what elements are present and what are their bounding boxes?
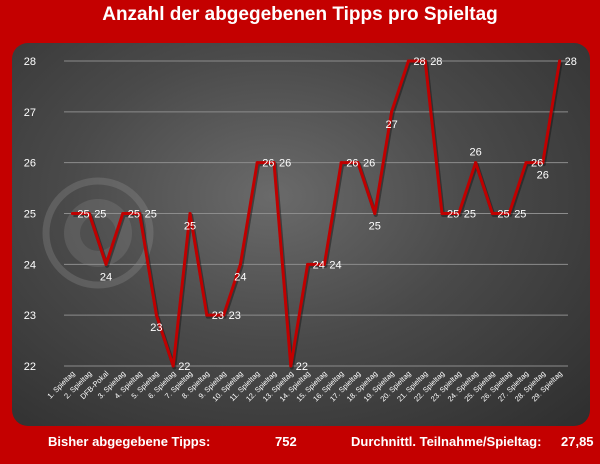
data-point	[87, 212, 91, 215]
data-point	[339, 161, 343, 165]
data-point	[423, 59, 427, 63]
y-tick-label: 26	[24, 158, 36, 170]
data-point	[440, 212, 444, 215]
data-point	[121, 212, 125, 215]
y-tick-label: 28	[24, 56, 36, 68]
data-point	[390, 110, 394, 114]
data-label: 26	[262, 158, 274, 170]
data-label: 22	[296, 361, 308, 373]
data-label: 25	[369, 221, 381, 233]
data-point	[171, 364, 175, 368]
data-label: 25	[184, 221, 196, 233]
data-label: 24	[100, 271, 112, 283]
data-point	[272, 161, 276, 165]
y-tick-label: 23	[24, 310, 36, 322]
data-point	[188, 212, 192, 215]
data-point	[70, 212, 74, 215]
data-label: 28	[565, 56, 577, 68]
data-point	[457, 212, 461, 215]
data-label: 26	[279, 158, 291, 170]
data-point	[255, 161, 259, 165]
data-label: 25	[464, 209, 476, 221]
data-point	[222, 313, 226, 317]
data-label: 26	[363, 158, 375, 170]
data-point	[205, 313, 209, 317]
data-label: 28	[413, 56, 425, 68]
y-tick-label: 22	[24, 361, 36, 373]
data-label: 25	[128, 209, 140, 221]
data-label: 23	[150, 322, 162, 334]
data-point	[289, 364, 293, 368]
data-point	[306, 262, 310, 266]
data-point	[356, 161, 360, 165]
data-label: 22	[178, 361, 190, 373]
data-label: 23	[212, 310, 224, 322]
chart-panel: 22 23 24 25 26 27 28 1. Spieltag 2. Spieltag DFB…	[12, 43, 590, 426]
data-label: 28	[430, 56, 442, 68]
data-point	[154, 313, 158, 317]
average-participation-value: 27,85	[561, 434, 594, 449]
data-label: 24	[234, 271, 246, 283]
y-tick-label: 27	[24, 107, 36, 119]
data-label: 25	[447, 209, 459, 221]
data-label: 26	[537, 170, 549, 182]
y-tick-label: 25	[24, 209, 36, 221]
data-label: 26	[531, 158, 543, 170]
total-tips-value: 752	[275, 434, 297, 449]
data-point	[507, 212, 511, 215]
data-label: 24	[329, 259, 341, 271]
data-point	[238, 262, 242, 266]
club-logo-watermark	[42, 177, 154, 289]
data-point	[138, 212, 142, 215]
data-point	[104, 262, 108, 266]
data-point	[322, 262, 326, 266]
average-participation-label: Durchnittl. Teilnahme/Spieltag:	[351, 434, 542, 449]
data-point	[490, 212, 494, 215]
data-label: 25	[145, 209, 157, 221]
data-label: 24	[313, 259, 325, 271]
chart-title: Anzahl der abgegebenen Tipps pro Spielta…	[102, 4, 498, 25]
data-point	[524, 161, 528, 165]
y-tick-label: 24	[24, 259, 36, 271]
data-point	[406, 59, 410, 63]
data-label: 26	[346, 158, 358, 170]
series-line	[72, 59, 562, 368]
data-label: 27	[385, 119, 397, 131]
data-label: 25	[514, 209, 526, 221]
total-tips-label: Bisher abgegebene Tipps:	[48, 434, 211, 449]
data-point	[373, 212, 377, 215]
data-label: 23	[229, 310, 241, 322]
data-label: 25	[94, 209, 106, 221]
data-point	[558, 59, 562, 63]
data-label: 26	[469, 147, 481, 159]
data-point	[541, 161, 545, 165]
data-label: 25	[497, 209, 509, 221]
data-label: 25	[77, 209, 89, 221]
data-point	[474, 161, 478, 165]
